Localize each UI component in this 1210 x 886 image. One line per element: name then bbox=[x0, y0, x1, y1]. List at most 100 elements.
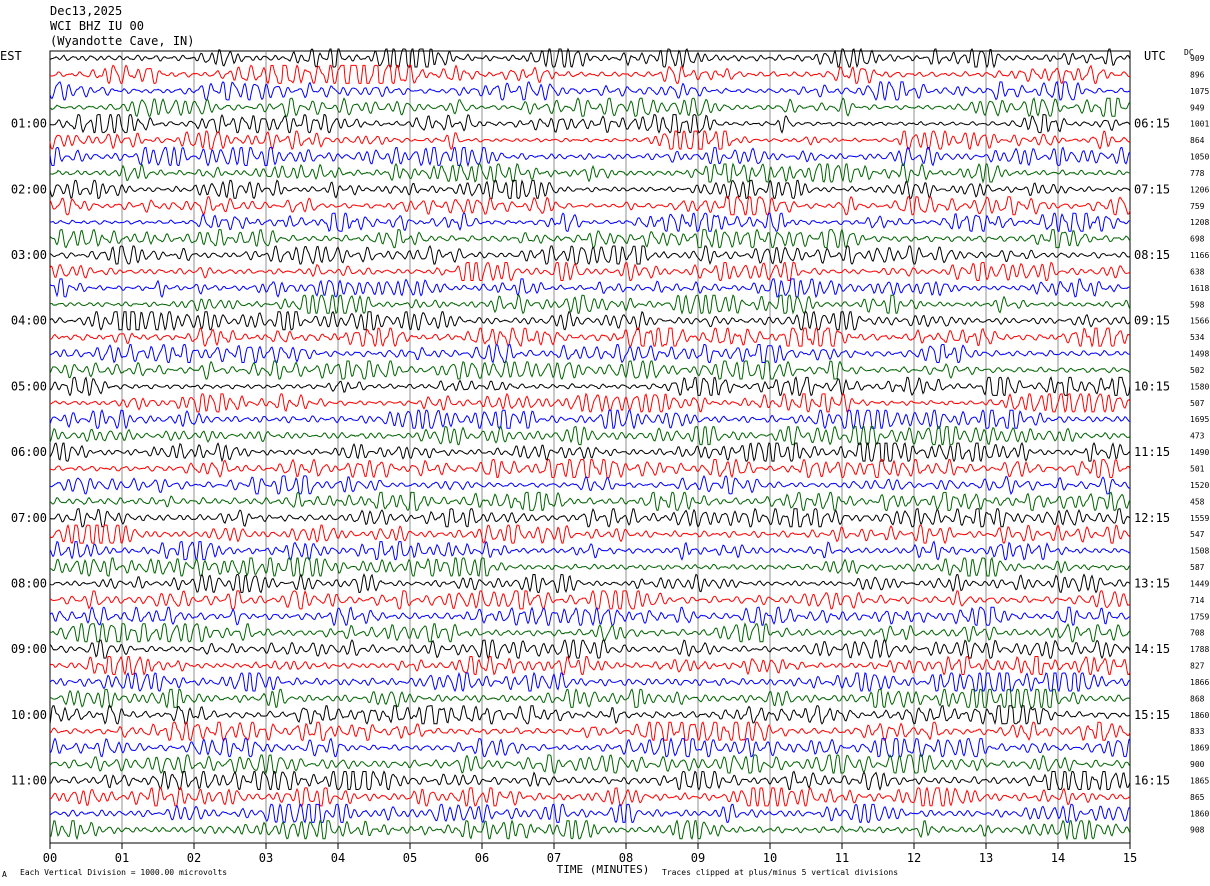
dc-offset-label: 833 bbox=[1190, 727, 1205, 736]
dc-offset-label: 865 bbox=[1190, 793, 1205, 802]
clip-note: Traces clipped at plus/minus 5 vertical … bbox=[662, 868, 899, 877]
trace-line bbox=[49, 458, 1131, 479]
dc-offset-label: 1166 bbox=[1190, 251, 1209, 260]
hour-label-right: 11:15 bbox=[1134, 445, 1170, 459]
trace-line bbox=[49, 310, 1131, 331]
header-date: Dec13,2025 bbox=[50, 4, 123, 18]
hour-label-left: 06:00 bbox=[11, 445, 47, 459]
trace-line bbox=[49, 639, 1131, 660]
trace-line bbox=[49, 294, 1131, 315]
trace-line bbox=[49, 819, 1131, 841]
dc-offset-label: 714 bbox=[1190, 596, 1205, 605]
dc-offset-label: 547 bbox=[1190, 530, 1205, 539]
trace-line bbox=[49, 360, 1131, 380]
trace-line bbox=[49, 130, 1131, 151]
header-station: WCI BHZ IU 00 bbox=[50, 19, 144, 33]
dc-offset-label: 1860 bbox=[1190, 711, 1209, 720]
plot-frame bbox=[49, 50, 1131, 844]
trace-line bbox=[49, 376, 1131, 397]
x-tick-label: 05 bbox=[403, 851, 417, 865]
x-tick-label: 07 bbox=[547, 851, 561, 865]
trace-line bbox=[49, 573, 1131, 594]
hour-label-left: 08:00 bbox=[11, 576, 47, 590]
trace-line bbox=[49, 507, 1131, 528]
dc-offset-label: 1498 bbox=[1190, 350, 1209, 359]
trace-line bbox=[49, 409, 1131, 430]
trace-line bbox=[49, 278, 1131, 299]
dc-offset-label: 827 bbox=[1190, 662, 1205, 671]
hour-label-left: 02:00 bbox=[11, 182, 47, 196]
tick-layer: 9098961075949100186410507781206759120869… bbox=[11, 54, 1210, 865]
dc-offset-label: 1559 bbox=[1190, 514, 1209, 523]
dc-offset-label: 1520 bbox=[1190, 481, 1209, 490]
x-tick-label: 03 bbox=[259, 851, 273, 865]
dc-label: DC bbox=[1184, 48, 1194, 57]
dc-offset-label: 1866 bbox=[1190, 678, 1209, 687]
dc-offset-label: 759 bbox=[1190, 202, 1205, 211]
dc-offset-label: 909 bbox=[1190, 54, 1205, 63]
hour-label-left: 05:00 bbox=[11, 379, 47, 393]
dc-offset-label: 708 bbox=[1190, 629, 1205, 638]
trace-line bbox=[49, 442, 1131, 463]
hour-label-left: 07:00 bbox=[11, 511, 47, 525]
right-timezone-label: UTC bbox=[1144, 49, 1166, 63]
dc-offset-label: 1490 bbox=[1190, 448, 1209, 457]
trace-line bbox=[49, 754, 1131, 775]
trace-line bbox=[49, 47, 1131, 69]
trace-line bbox=[49, 523, 1131, 545]
hour-label-right: 13:15 bbox=[1134, 576, 1170, 590]
trace-line bbox=[49, 737, 1131, 758]
trace-line bbox=[49, 261, 1131, 282]
trace-line bbox=[49, 97, 1131, 118]
x-tick-label: 09 bbox=[691, 851, 705, 865]
hour-label-right: 14:15 bbox=[1134, 642, 1170, 656]
x-tick-label: 12 bbox=[907, 851, 921, 865]
dc-offset-label: 1208 bbox=[1190, 218, 1209, 227]
dc-offset-label: 908 bbox=[1190, 826, 1205, 835]
x-tick-label: 15 bbox=[1123, 851, 1137, 865]
hour-label-left: 03:00 bbox=[11, 248, 47, 262]
trace-line bbox=[49, 64, 1131, 85]
header-location: (Wyandotte Cave, IN) bbox=[50, 34, 195, 48]
dc-offset-label: 1759 bbox=[1190, 612, 1209, 621]
trace-line bbox=[49, 245, 1131, 266]
trace-line bbox=[49, 179, 1131, 200]
dc-offset-label: 638 bbox=[1190, 267, 1205, 276]
trace-line bbox=[49, 721, 1131, 742]
dc-offset-label: 1618 bbox=[1190, 284, 1209, 293]
trace-line bbox=[49, 671, 1131, 693]
hour-label-left: 01:00 bbox=[11, 117, 47, 131]
trace-line bbox=[49, 606, 1131, 627]
hour-label-left: 10:00 bbox=[11, 708, 47, 722]
trace-line bbox=[50, 474, 1131, 495]
x-tick-label: 14 bbox=[1051, 851, 1065, 865]
x-tick-label: 00 bbox=[43, 851, 57, 865]
x-tick-label: 10 bbox=[763, 851, 777, 865]
trace-layer bbox=[49, 47, 1131, 841]
dc-offset-label: 534 bbox=[1190, 333, 1205, 342]
trace-line bbox=[49, 212, 1131, 232]
trace-line bbox=[49, 195, 1131, 216]
hour-label-right: 09:15 bbox=[1134, 314, 1170, 328]
trace-line bbox=[49, 80, 1131, 102]
hour-label-left: 09:00 bbox=[11, 642, 47, 656]
dc-offset-label: 1580 bbox=[1190, 382, 1209, 391]
trace-line bbox=[49, 589, 1131, 610]
trace-line bbox=[49, 803, 1131, 824]
dc-offset-label: 501 bbox=[1190, 465, 1205, 474]
dc-offset-label: 778 bbox=[1190, 169, 1205, 178]
dc-offset-label: 507 bbox=[1190, 399, 1205, 408]
hour-label-right: 07:15 bbox=[1134, 182, 1170, 196]
dc-offset-label: 1206 bbox=[1190, 185, 1209, 194]
trace-line bbox=[49, 705, 1131, 725]
grid-layer bbox=[49, 50, 1131, 844]
x-tick-label: 13 bbox=[979, 851, 993, 865]
dc-offset-label: 864 bbox=[1190, 136, 1205, 145]
trace-line bbox=[49, 491, 1131, 512]
trace-line bbox=[49, 392, 1131, 414]
dc-offset-label: 1860 bbox=[1190, 809, 1209, 818]
dc-offset-label: 896 bbox=[1190, 70, 1205, 79]
trace-line bbox=[49, 770, 1131, 791]
hour-label-right: 12:15 bbox=[1134, 511, 1170, 525]
